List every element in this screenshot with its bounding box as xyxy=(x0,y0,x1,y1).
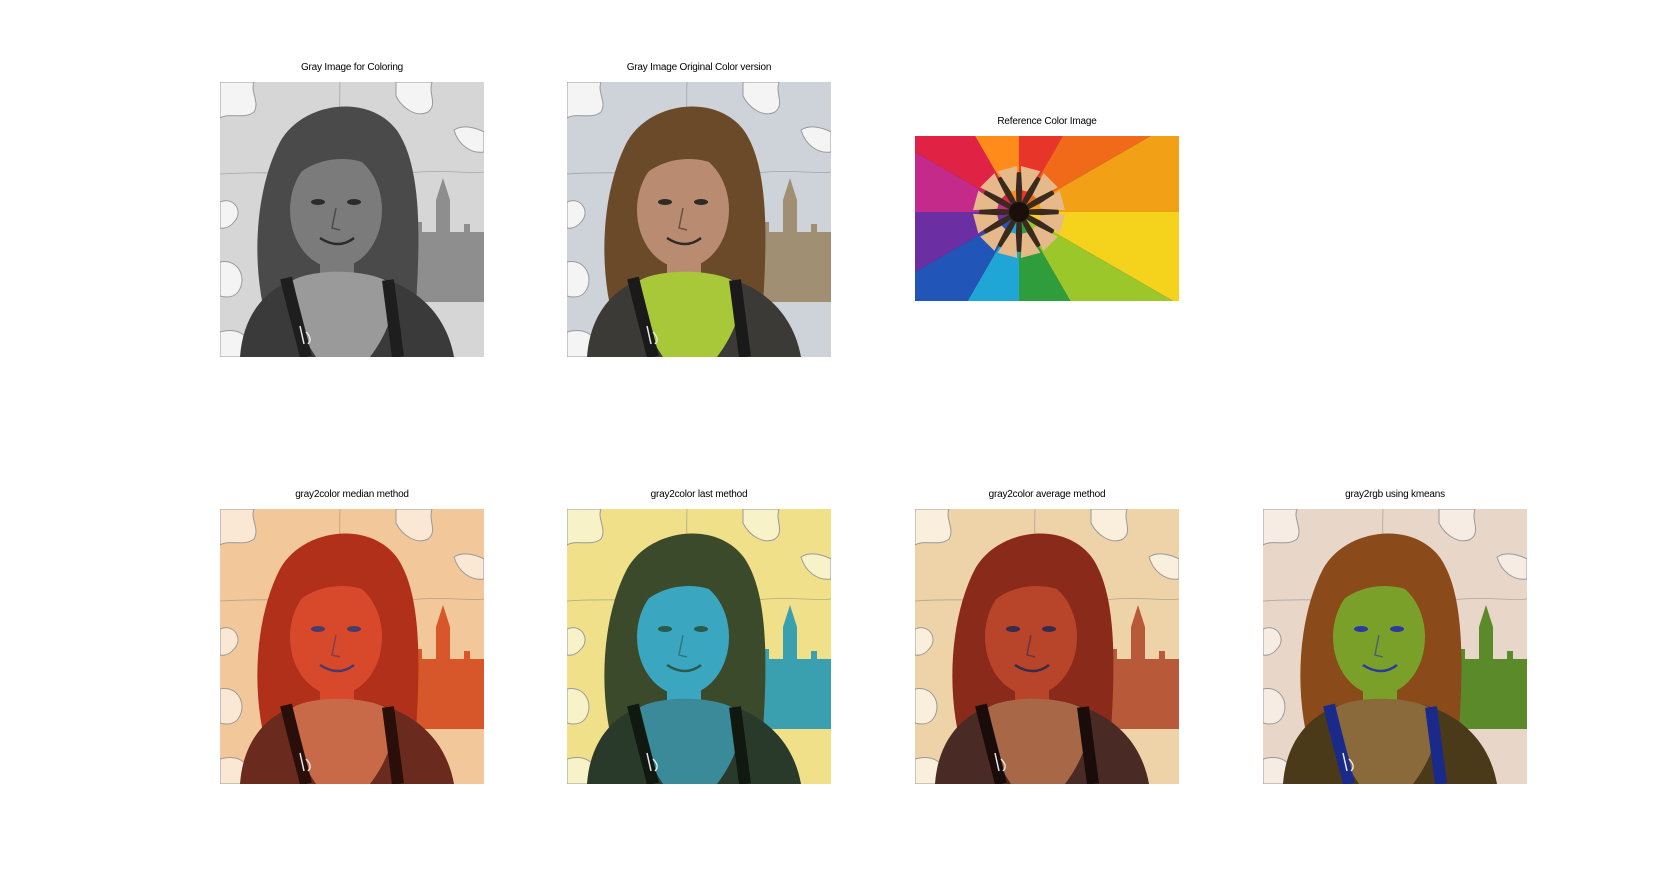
pencil-wood xyxy=(1028,173,1058,203)
pencil-tip xyxy=(1021,221,1028,234)
median-method-image xyxy=(220,509,484,784)
pencil-body xyxy=(1053,212,1179,301)
puzzle-edges xyxy=(567,82,831,357)
pencil-wood xyxy=(973,190,1006,211)
puzzle-edges xyxy=(220,509,484,784)
panel-title: gray2color average method xyxy=(988,489,1106,500)
pencil-wood xyxy=(1020,166,1041,199)
pencil-body xyxy=(1019,136,1063,178)
camera-strap xyxy=(627,703,659,784)
camera-strap xyxy=(280,703,312,784)
scarf-region xyxy=(635,271,741,357)
scarf-region xyxy=(983,698,1089,784)
pencil-tip xyxy=(1026,219,1037,230)
pencil-fan xyxy=(915,136,1179,301)
puzzle-edges xyxy=(220,82,484,357)
pencil-wood xyxy=(1020,225,1041,258)
pencil-wood xyxy=(1032,190,1065,211)
pencil-body xyxy=(915,232,999,301)
pencil-wood xyxy=(980,173,1010,203)
pencil-tip xyxy=(1010,221,1017,234)
puzzle-edges xyxy=(915,509,1179,784)
panel-title: gray2color median method xyxy=(295,489,409,500)
pencil-wood xyxy=(997,225,1018,258)
pencil-body xyxy=(1019,246,1071,301)
panel-reference-color: Reference Color Image xyxy=(915,116,1179,302)
parliament-building xyxy=(1105,605,1179,729)
camera-strap xyxy=(627,276,659,357)
pencil-body xyxy=(915,136,999,192)
camera-strap xyxy=(975,703,1007,784)
pencil-body xyxy=(1053,136,1179,212)
panel-title: Gray Image for Coloring xyxy=(300,62,404,73)
pencil-tip xyxy=(997,203,1010,210)
scarf-region xyxy=(1331,698,1437,784)
average-method-image xyxy=(915,509,1179,784)
pencil-tip xyxy=(1001,194,1012,205)
pencil-body xyxy=(1039,232,1174,301)
panel-median-method: gray2color median method xyxy=(220,489,484,785)
pencil-tip xyxy=(1021,190,1028,203)
pencil-body xyxy=(915,151,985,212)
camera-strap xyxy=(280,276,312,357)
pencil-body xyxy=(915,212,985,273)
original-color-image xyxy=(567,82,831,357)
kmeans-image xyxy=(1263,509,1527,784)
scarf-region xyxy=(635,698,741,784)
pencil-tip xyxy=(1028,214,1041,221)
scarf-region xyxy=(288,698,394,784)
reference-color-image xyxy=(915,136,1179,301)
parliament-building xyxy=(410,178,484,302)
parliament-building xyxy=(1453,605,1527,729)
panel-title: gray2color last method xyxy=(650,489,748,500)
scarf-region xyxy=(288,271,394,357)
panel-gray-input: Gray Image for Coloring xyxy=(220,62,484,358)
pencil-wood xyxy=(980,221,1010,251)
pencil-tip xyxy=(1026,194,1037,205)
panel-gray-original-color: Gray Image Original Color version xyxy=(567,62,831,358)
pencil-center xyxy=(1009,202,1029,222)
panel-title: Gray Image Original Color version xyxy=(626,62,772,73)
pencil-body xyxy=(1039,136,1151,192)
panel-last-method: gray2color last method xyxy=(567,489,831,785)
pencil-wood xyxy=(973,213,1006,234)
pencil-tip xyxy=(1010,190,1017,203)
parliament-building xyxy=(757,605,831,729)
parliament-building xyxy=(757,178,831,302)
panel-kmeans: gray2rgb using kmeans xyxy=(1263,489,1527,785)
parliament-building xyxy=(410,605,484,729)
pencil-tip xyxy=(1028,203,1041,210)
pencil-tip xyxy=(997,214,1010,221)
pencil-wood xyxy=(1028,221,1058,251)
gray-input-image xyxy=(220,82,484,357)
panel-title: Reference Color Image xyxy=(997,116,1097,127)
panel-average-method: gray2color average method xyxy=(915,489,1179,785)
pencil-tip xyxy=(1001,219,1012,230)
panel-title: gray2rgb using kmeans xyxy=(1345,489,1445,500)
camera-strap xyxy=(1323,703,1355,784)
pencil-body xyxy=(967,246,1019,301)
pencil-wood xyxy=(1032,213,1065,234)
last-method-image xyxy=(567,509,831,784)
pencil-body xyxy=(975,136,1019,178)
pencil-wood xyxy=(997,166,1018,199)
